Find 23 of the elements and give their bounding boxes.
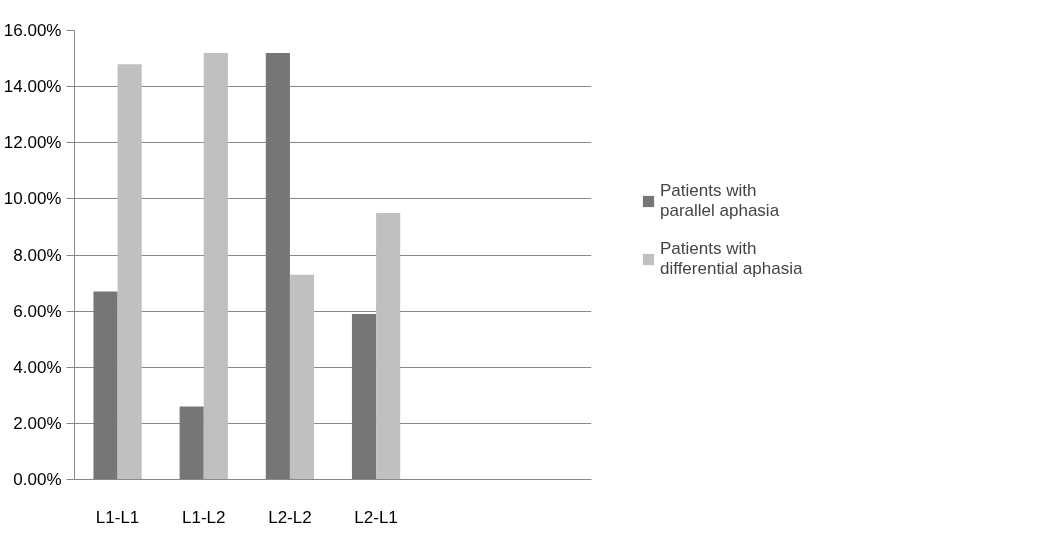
y-tick-label: 6.00% xyxy=(13,301,62,321)
bar xyxy=(289,274,315,480)
bar xyxy=(265,52,290,480)
bar xyxy=(179,406,204,480)
y-tick-label: 8.00% xyxy=(13,245,62,265)
x-tick-label: L2-L2 xyxy=(268,507,312,527)
y-tick-label: 14.00% xyxy=(3,77,62,97)
legend-label: Patients with parallel aphasia xyxy=(660,181,780,221)
y-tick-label: 12.00% xyxy=(3,133,62,153)
x-tick-label: L1-L2 xyxy=(182,507,226,527)
y-tick-label: 4.00% xyxy=(13,357,62,377)
bar xyxy=(93,291,118,480)
y-tick-label: 10.00% xyxy=(3,189,62,209)
x-tick-label: L2-L1 xyxy=(354,507,398,527)
y-tick-label: 2.00% xyxy=(13,413,62,433)
y-tick-label: 0.00% xyxy=(13,470,62,489)
bar xyxy=(203,52,228,480)
bar xyxy=(351,313,377,480)
y-tick-label: 16.00% xyxy=(3,21,62,40)
bar xyxy=(117,64,142,480)
x-tick-label: L1-L1 xyxy=(95,507,140,527)
bar xyxy=(376,212,401,480)
legend-label: Patients with differential aphasia xyxy=(660,239,803,279)
